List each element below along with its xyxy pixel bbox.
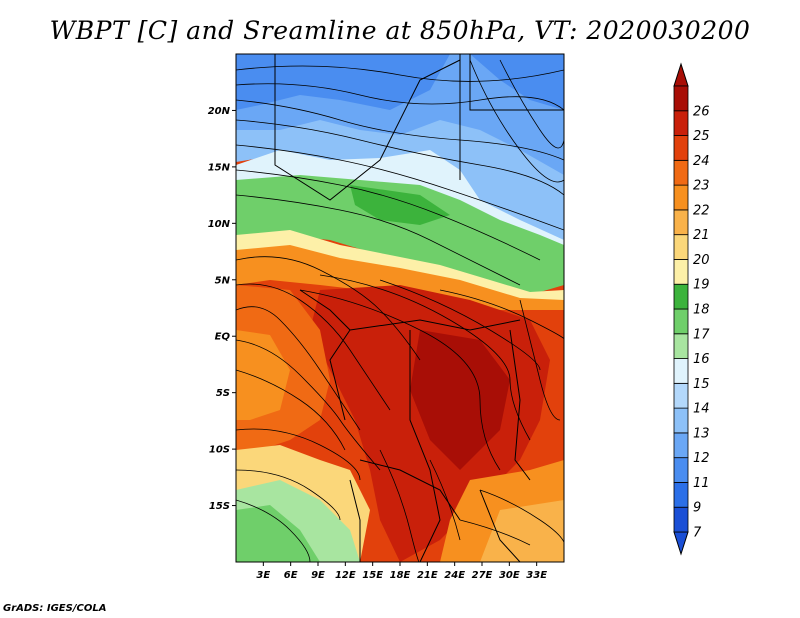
lon-tick-label: 12E: [335, 570, 356, 581]
streamlines: [236, 59, 564, 562]
lon-tick-label: 9E: [311, 570, 325, 581]
lon-tick-label: 27E: [472, 570, 493, 581]
colorbar: 7 9 11 12 13 14 15 16 17 18 19 20 21 22 23 24 25 26: [673, 62, 710, 556]
colorbar-level-label: 17: [693, 327, 710, 342]
lon-tick-label: 33E: [526, 570, 547, 581]
colorbar-level-label: 13: [693, 426, 710, 441]
lat-tick-label: 5N: [215, 275, 231, 286]
colorbar-swatch: [673, 135, 689, 161]
colorbar-level-label: 12: [693, 451, 710, 466]
lon-tick-label: 24E: [444, 570, 465, 581]
colorbar-level-label: 18: [693, 303, 710, 318]
colorbar-level-label: 26: [693, 104, 710, 119]
colorbar-swatch: [673, 209, 689, 236]
lon-tick-label: 15E: [362, 570, 383, 581]
lat-tick-label: 5S: [216, 388, 230, 399]
colorbar-swatch: [673, 358, 689, 384]
chart-title: WBPT [C] and Sreamline at 850hPa, VT: 20…: [49, 16, 751, 45]
colorbar-swatch: [673, 482, 689, 508]
colorbar-level-label: 11: [693, 476, 710, 491]
colorbar-level-label: 25: [693, 129, 710, 144]
lat-tick-label: 10N: [208, 219, 231, 230]
colorbar-swatch: [673, 457, 689, 483]
colorbar-level-label: 22: [693, 203, 710, 218]
lat-tick-label: 20N: [208, 106, 231, 117]
colorbar-min-arrow: [673, 531, 689, 556]
colorbar-level-label: 16: [693, 352, 710, 367]
colorbar-swatch: [673, 308, 689, 335]
lat-tick-label: 15N: [208, 162, 231, 173]
colorbar-swatch: [673, 259, 689, 285]
colorbar-level-label: 9: [693, 501, 701, 516]
colorbar-swatch: [673, 407, 689, 434]
colorbar-swatch: [673, 85, 689, 112]
colorbar-swatch: [673, 382, 689, 409]
colorbar-level-label: 14: [693, 402, 710, 417]
colorbar-swatch: [673, 184, 689, 211]
lat-tick-label: 10S: [209, 445, 230, 456]
colorbar-level-label: 24: [693, 154, 710, 169]
colorbar-swatch: [673, 110, 689, 136]
country-borders: [274, 54, 564, 562]
colorbar-level-label: 21: [693, 228, 710, 243]
colorbar-swatch: [673, 333, 689, 359]
colorbar-level-label: 19: [693, 278, 710, 293]
colorbar-swatch: [673, 159, 689, 186]
lon-tick-label: 30E: [499, 570, 520, 581]
longitude-axis: 3E 6E 9E 12E 15E 18E 21E 24E 27E 30E 33E: [256, 562, 547, 581]
lon-tick-label: 21E: [417, 570, 438, 581]
colorbar-swatch: [673, 283, 689, 310]
latitude-axis: 20N 15N 10N 5N EQ 5S 10S 15S: [208, 106, 236, 512]
lon-tick-label: 3E: [256, 570, 270, 581]
colorbar-swatch: [673, 432, 689, 459]
colorbar-level-label: 20: [693, 253, 710, 268]
lat-tick-label: EQ: [215, 332, 231, 343]
colorbar-level-label: 15: [693, 377, 710, 392]
lon-tick-label: 18E: [390, 570, 411, 581]
colorbar-max-arrow: [673, 62, 689, 87]
colorbar-swatch: [673, 234, 689, 260]
colorbar-level-label: 7: [693, 526, 702, 541]
grads-credit: GrADS: IGES/COLA: [3, 603, 107, 614]
temperature-field: [236, 54, 564, 562]
lat-tick-label: 15S: [209, 501, 230, 512]
colorbar-swatch: [673, 506, 689, 533]
colorbar-level-label: 23: [693, 179, 710, 194]
lon-tick-label: 6E: [284, 570, 298, 581]
